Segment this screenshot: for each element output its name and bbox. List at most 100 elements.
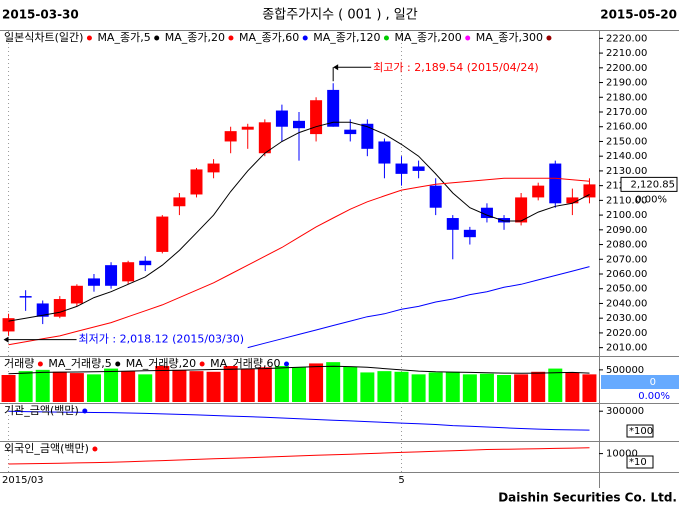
- volume-bar: [479, 373, 494, 402]
- candle-body: [122, 262, 135, 282]
- y-tick-label: 2040.00: [606, 298, 647, 309]
- legend-label: MA_종가,300: [476, 31, 543, 44]
- unit-box: [626, 455, 654, 469]
- candle-body: [53, 299, 66, 317]
- unit-label: *100: [629, 426, 653, 437]
- candle-body: [566, 197, 579, 204]
- candle-body: [515, 197, 528, 223]
- legend-label: 일본식차트(일간): [4, 30, 83, 44]
- candle-body: [173, 197, 186, 207]
- candle-body: [241, 126, 254, 130]
- volume-bar: [565, 372, 580, 402]
- candle-body: [480, 207, 493, 219]
- legend-marker: [82, 408, 88, 414]
- candle-body: [429, 185, 442, 208]
- unit-label: *10: [629, 457, 647, 468]
- legend-label: 거래량: [4, 357, 34, 370]
- unit-box: [626, 424, 654, 438]
- legend-label: MA_거래량,60: [210, 357, 280, 370]
- volume-bar: [531, 371, 546, 402]
- annotation: 최고가 : 2,189.54 (2015/04/24): [373, 61, 539, 74]
- legend-label: MA_종가,60: [239, 31, 299, 44]
- volume-bar: [326, 362, 341, 402]
- candle-body: [207, 163, 220, 173]
- volume-bar: [189, 371, 204, 402]
- y-tick-label: 2210.00: [606, 48, 647, 59]
- candle-body: [344, 129, 357, 135]
- volume-bar: [582, 374, 597, 402]
- volume-bar: [18, 371, 33, 402]
- legend-label: MA_종가,120: [313, 31, 380, 44]
- y-tick-label: 2010.00: [606, 343, 647, 354]
- flow-line: [8, 447, 590, 465]
- legend-label: MA_거래량,5: [48, 357, 111, 370]
- y-tick-label: 2100.00: [606, 210, 647, 221]
- legend-marker: [86, 35, 92, 41]
- candle-body: [412, 166, 425, 171]
- candle-body: [327, 89, 340, 127]
- y-tick-label: 300000: [606, 406, 644, 417]
- candle-body: [70, 285, 83, 304]
- flow-line: [8, 410, 590, 431]
- last-value: 2,120.85: [630, 179, 675, 190]
- candle-body: [583, 184, 596, 198]
- candle-body: [310, 100, 323, 135]
- start-date: 2015-03-30: [2, 8, 79, 22]
- end-date: 2015-05-20: [600, 8, 677, 22]
- y-tick-label: 2110.00: [606, 195, 647, 206]
- volume-bar: [1, 375, 16, 402]
- candle-body: [258, 122, 271, 154]
- y-tick-label: 2180.00: [606, 92, 647, 103]
- volume-bar: [206, 371, 221, 402]
- legend-marker: [284, 361, 289, 367]
- legend-marker: [383, 35, 389, 41]
- volume-bar: [514, 374, 529, 402]
- volume-bar: [445, 371, 460, 402]
- candle-body: [395, 163, 408, 174]
- volume-bar: [52, 371, 67, 402]
- volume-bar: [309, 363, 324, 402]
- volume-bar: [86, 374, 101, 402]
- volume-bar: [411, 374, 426, 402]
- arrow-head: [333, 64, 339, 71]
- volume-bar: [35, 369, 50, 402]
- volume-bar: [138, 374, 153, 402]
- volume-bar: [343, 366, 358, 402]
- legend-label: MA_종가,20: [165, 31, 225, 44]
- arrow-head: [3, 336, 9, 343]
- volume-bar: [274, 366, 289, 402]
- footer: Daishin Securities Co. Ltd.: [498, 491, 677, 505]
- value-box: [601, 375, 679, 389]
- candle-body: [378, 141, 391, 164]
- y-tick-label: 2030.00: [606, 313, 647, 324]
- legend-label: MA_종가,200: [394, 31, 461, 44]
- legend-marker: [228, 35, 234, 41]
- candle-body: [36, 303, 49, 317]
- legend-label: MA_거래량,20: [126, 357, 196, 370]
- candle-body: [361, 123, 374, 149]
- y-tick-label: 10000: [606, 449, 638, 460]
- volume-bar: [172, 369, 187, 402]
- volume-bar: [462, 374, 477, 402]
- moving-average: [8, 121, 590, 322]
- y-tick-label: 2130.00: [606, 166, 647, 177]
- legend-marker: [37, 361, 43, 367]
- legend-marker: [199, 361, 205, 367]
- volume-bar: [394, 371, 409, 402]
- y-tick-label: 500000: [606, 365, 644, 376]
- y-tick-label: 2020.00: [606, 328, 647, 339]
- x-tick-label: 2015/03: [2, 475, 44, 486]
- y-tick-label: 2060.00: [606, 269, 647, 280]
- candle-body: [275, 110, 288, 127]
- candle-body: [532, 185, 545, 198]
- moving-average: [247, 266, 590, 349]
- candle-body: [190, 169, 203, 195]
- value-box: [620, 176, 678, 192]
- volume-bar: [155, 366, 170, 402]
- volume-bar: [377, 371, 392, 402]
- candle-body: [446, 218, 459, 230]
- volume-bar: [497, 375, 512, 402]
- y-tick-label: 2150.00: [606, 136, 647, 147]
- volume-bar: [240, 368, 255, 402]
